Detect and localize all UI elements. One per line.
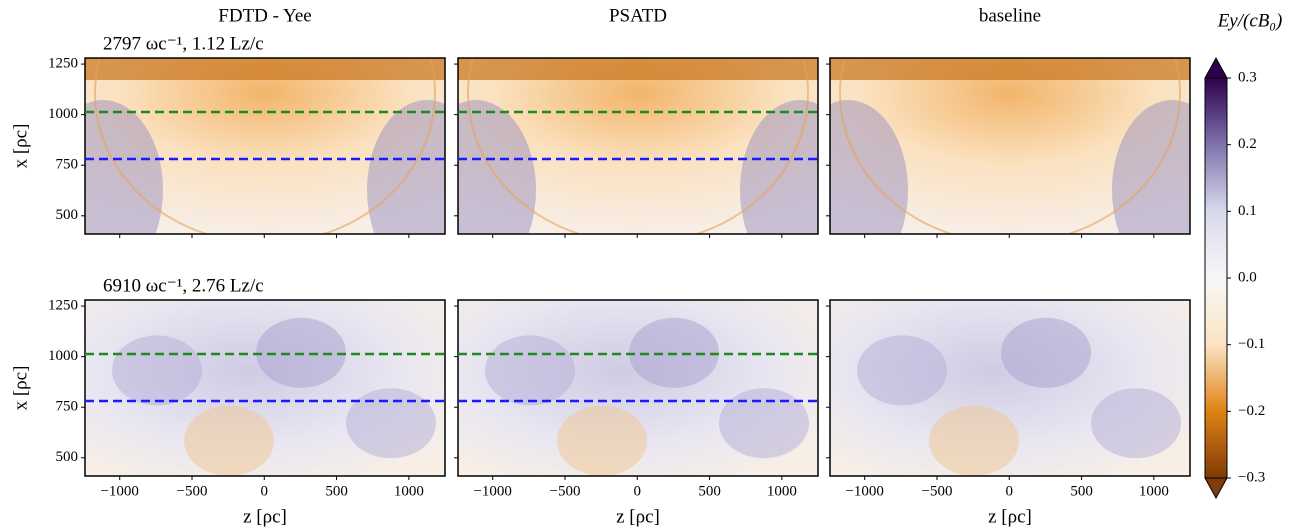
x-tick-label: −500 [177,483,208,499]
panel-frame [829,57,1191,235]
field-blob [857,335,947,406]
heatmap-field [85,58,445,234]
y-axis-label: x [ρc] [10,366,31,411]
field-blob [485,335,575,406]
field-background [830,58,1190,234]
colorbar-tick-label: 0.2 [1238,136,1257,152]
field-wave [830,100,908,234]
field-blob [346,388,436,459]
field-wave [458,100,536,234]
field-blob [1091,388,1181,459]
panel-frame [84,57,446,235]
x-tick-label: 0 [261,483,269,499]
field-blob [184,405,274,476]
y-axis-label: x [ρc] [10,124,31,169]
field-wave [367,100,445,234]
column-title: FDTD - Yee [218,5,311,26]
heatmap-field [458,58,818,234]
x-tick-label: −1000 [845,483,883,499]
x-tick-label: 500 [1070,483,1093,499]
x-tick-label: 0 [1006,483,1014,499]
field-wave [1112,100,1190,234]
y-tick-label: 500 [56,449,79,465]
colorbar-tick-label: −0.2 [1238,403,1265,419]
x-axis-label: z [ρc] [243,506,287,527]
colorbar-extend-bottom [1204,477,1228,500]
x-tick-label: 1000 [394,483,424,499]
field-arc [839,58,1181,234]
row-annotation: 6910 ωc⁻¹, 2.76 Lz/c [103,275,264,296]
x-tick-label: −1000 [473,483,511,499]
x-tick-label: 0 [634,483,642,499]
panel-frame [84,299,446,477]
colorbar-tick-label: −0.3 [1238,469,1265,485]
column-title: PSATD [609,5,667,26]
field-top-band [85,58,445,80]
x-axis-label: z [ρc] [988,506,1032,527]
colorbar [1205,78,1227,478]
y-tick-label: 750 [56,157,79,173]
field-background [458,58,818,234]
field-blob [1001,317,1091,388]
field-blob [557,405,647,476]
field-top-band [830,58,1190,80]
y-tick-label: 500 [56,207,79,223]
field-arc [94,58,436,234]
panel-frame [457,299,819,477]
x-tick-label: 500 [698,483,721,499]
heatmap-field [458,300,818,476]
field-arc [467,58,809,234]
y-tick-label: 1250 [48,298,78,314]
x-tick-label: 1000 [1139,483,1169,499]
colorbar-tick-label: 0.3 [1238,69,1257,85]
y-tick-label: 1250 [48,56,78,72]
y-tick-label: 750 [56,399,79,415]
y-tick-label: 1000 [48,106,78,122]
colorbar-label: Ey/(cB₀) [1217,10,1283,31]
panel-frame [457,57,819,235]
colorbar-tick-label: −0.1 [1238,336,1265,352]
heatmap-field [85,300,445,476]
field-blob [719,388,809,459]
x-tick-label: −500 [550,483,581,499]
colorbar-tick-label: 0.0 [1238,269,1257,285]
field-blob [929,405,1019,476]
heatmap-field [830,300,1190,476]
x-tick-label: −500 [922,483,953,499]
x-tick-label: 500 [325,483,348,499]
x-axis-label: z [ρc] [616,506,660,527]
field-blob [112,335,202,406]
field-wave [85,100,163,234]
field-wave [740,100,818,234]
colorbar-tick-label: 0.1 [1238,203,1257,219]
x-tick-label: −1000 [100,483,138,499]
row-annotation: 2797 ωc⁻¹, 1.12 Lz/c [103,33,264,54]
y-tick-label: 1000 [48,348,78,364]
panel-frame [829,299,1191,477]
heatmap-field [830,58,1190,234]
colorbar-extend-top [1204,56,1228,79]
field-background [85,58,445,234]
column-title: baseline [979,5,1041,26]
field-top-band [458,58,818,80]
x-tick-label: 1000 [767,483,797,499]
